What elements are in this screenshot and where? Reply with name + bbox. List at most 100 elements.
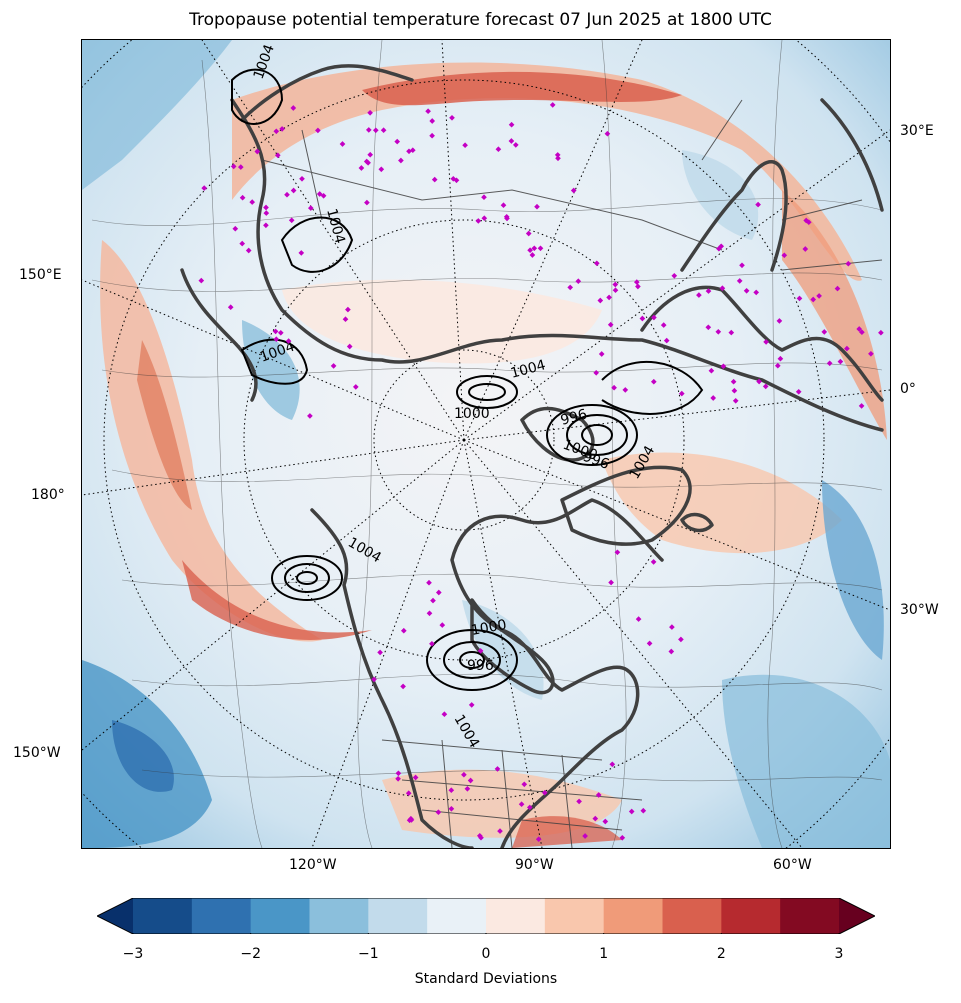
station-marker bbox=[477, 648, 484, 654]
coast-east-asia bbox=[240, 64, 414, 122]
colorbar-segment bbox=[780, 898, 840, 934]
colorbar-tick-label: 2 bbox=[716, 946, 726, 962]
borders bbox=[261, 99, 883, 848]
station-marker bbox=[339, 141, 346, 147]
station-marker bbox=[395, 775, 401, 782]
station-marker bbox=[597, 297, 604, 304]
coast-eurasia bbox=[230, 98, 884, 432]
station-marker bbox=[272, 328, 279, 335]
station-marker bbox=[708, 367, 715, 374]
station-marker bbox=[639, 315, 646, 322]
mslp-contours bbox=[231, 68, 704, 691]
station-marker bbox=[371, 676, 377, 683]
station-marker bbox=[763, 339, 769, 345]
station-marker bbox=[429, 118, 436, 124]
warm-atlantic bbox=[602, 452, 842, 554]
station-marker bbox=[640, 807, 647, 814]
station-marker bbox=[239, 240, 246, 247]
station-marker bbox=[503, 213, 510, 220]
station-marker bbox=[730, 378, 737, 385]
station-marker bbox=[660, 322, 667, 328]
station-marker bbox=[834, 285, 841, 292]
lon-label-left: 150°E bbox=[19, 267, 62, 283]
coast-europe bbox=[640, 285, 884, 402]
station-marker bbox=[316, 191, 323, 197]
station-marker bbox=[462, 142, 468, 149]
station-marker bbox=[358, 165, 365, 171]
station-marker bbox=[394, 138, 401, 145]
station-marker bbox=[805, 219, 812, 226]
station-marker bbox=[307, 413, 313, 419]
station-marker bbox=[669, 624, 675, 630]
colorbar-tick-label: 1 bbox=[599, 946, 609, 962]
station-marker bbox=[593, 369, 600, 376]
station-marker bbox=[467, 777, 474, 784]
isentrope-contours bbox=[91, 40, 883, 848]
station-marker bbox=[426, 579, 432, 586]
colorbar-tick-label: 0 bbox=[481, 946, 491, 962]
colorbar-segment bbox=[309, 898, 369, 934]
station-marker bbox=[810, 296, 817, 303]
contour-siberia bbox=[280, 216, 354, 273]
station-marker bbox=[468, 702, 475, 708]
station-marker bbox=[878, 329, 884, 336]
station-marker bbox=[429, 640, 435, 647]
coastlines bbox=[180, 64, 884, 848]
station-marker bbox=[435, 589, 442, 596]
station-marker bbox=[671, 272, 678, 279]
station-marker bbox=[290, 187, 297, 194]
coast-japan bbox=[180, 268, 258, 402]
station-marker bbox=[592, 815, 599, 822]
station-marker bbox=[622, 387, 629, 393]
station-marker bbox=[435, 809, 442, 816]
colorbar-segment bbox=[133, 898, 193, 934]
station-marker bbox=[364, 199, 370, 206]
station-marker bbox=[430, 597, 436, 604]
station-marker bbox=[635, 283, 641, 290]
station-marker bbox=[781, 252, 788, 259]
station-marker bbox=[380, 127, 387, 134]
station-marker bbox=[441, 711, 448, 718]
station-marker bbox=[346, 343, 353, 350]
coast-arctic-islands bbox=[520, 406, 595, 462]
station-marker bbox=[555, 155, 561, 162]
station-marker bbox=[796, 295, 803, 302]
low-arctic bbox=[456, 375, 518, 409]
colorbar-segment bbox=[544, 898, 605, 934]
station-marker bbox=[273, 128, 280, 135]
station-marker bbox=[628, 808, 635, 815]
station-marker bbox=[756, 378, 762, 385]
station-marker bbox=[646, 640, 653, 647]
station-marker bbox=[541, 789, 548, 796]
station-marker bbox=[633, 279, 640, 285]
station-marker bbox=[461, 771, 467, 778]
station-marker bbox=[254, 148, 261, 155]
station-marker bbox=[705, 324, 712, 331]
station-marker bbox=[378, 166, 385, 173]
station-marker bbox=[650, 378, 657, 385]
coast-hudson-bay bbox=[470, 598, 555, 695]
station-marker bbox=[802, 246, 809, 252]
station-marker bbox=[816, 293, 822, 299]
station-marker bbox=[367, 109, 373, 116]
station-marker bbox=[868, 350, 874, 357]
station-marker bbox=[448, 805, 455, 812]
low-barents bbox=[546, 404, 638, 466]
cool-hudson bbox=[462, 600, 544, 700]
station-marker bbox=[608, 579, 614, 586]
cool-se bbox=[722, 674, 890, 848]
lon-label-left: 180° bbox=[31, 487, 65, 503]
station-marker bbox=[395, 770, 402, 777]
station-marker bbox=[534, 203, 540, 210]
station-marker bbox=[527, 247, 533, 254]
colorbar-segment bbox=[191, 898, 252, 934]
station-marker bbox=[398, 157, 404, 164]
station-marker bbox=[288, 217, 295, 224]
station-marker bbox=[512, 142, 519, 148]
station-marker bbox=[494, 766, 501, 772]
station-marker bbox=[535, 836, 542, 843]
station-marker bbox=[426, 610, 433, 617]
station-marker bbox=[529, 252, 536, 258]
lon-label-bottom: 90°W bbox=[515, 857, 554, 873]
station-marker bbox=[448, 787, 455, 794]
